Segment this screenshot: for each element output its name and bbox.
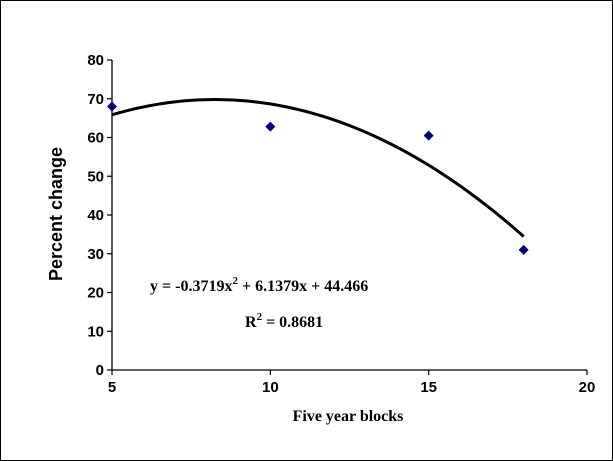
- x-tick-label: 20: [579, 379, 596, 396]
- r2-exponent: 2: [257, 311, 263, 323]
- axes: [111, 60, 587, 371]
- equation-suffix: + 6.1379x + 44.466: [238, 278, 368, 295]
- y-tick-label: 0: [96, 362, 104, 379]
- y-tick-label: 20: [87, 285, 104, 302]
- r2-suffix: = 0.8681: [262, 314, 323, 331]
- trendline-equation: y = -0.3719x2 + 6.1379x + 44.466: [150, 275, 368, 295]
- trendline: [111, 98, 525, 238]
- data-point: [423, 130, 434, 141]
- data-point: [107, 101, 117, 112]
- r-squared-label: R2 = 0.8681: [245, 311, 323, 331]
- y-tick-label: 30: [87, 246, 104, 263]
- x-axis-label: Five year blocks: [293, 408, 404, 425]
- y-tick-label: 60: [87, 130, 104, 147]
- ticks: 0 10 20 30 40 50 60 70 80 5 10 15 20: [87, 52, 595, 396]
- y-tick-label: 70: [87, 91, 104, 108]
- x-tick-label: 5: [108, 379, 116, 396]
- r2-prefix: R: [245, 314, 257, 331]
- x-tick-label: 15: [420, 379, 437, 396]
- data-points: [107, 101, 529, 255]
- y-tick-label: 40: [87, 207, 104, 224]
- y-tick-label: 80: [87, 52, 104, 69]
- y-axis-label: Percent change: [46, 147, 66, 281]
- data-point: [518, 244, 529, 255]
- y-tick-label: 50: [87, 168, 104, 185]
- trendline-group: [111, 98, 525, 238]
- y-tick-label: 10: [87, 323, 104, 340]
- data-point: [265, 121, 276, 132]
- x-tick-label: 10: [262, 379, 279, 396]
- equation-exponent: 2: [232, 275, 238, 287]
- equation-prefix: y = -0.3719x: [150, 278, 232, 295]
